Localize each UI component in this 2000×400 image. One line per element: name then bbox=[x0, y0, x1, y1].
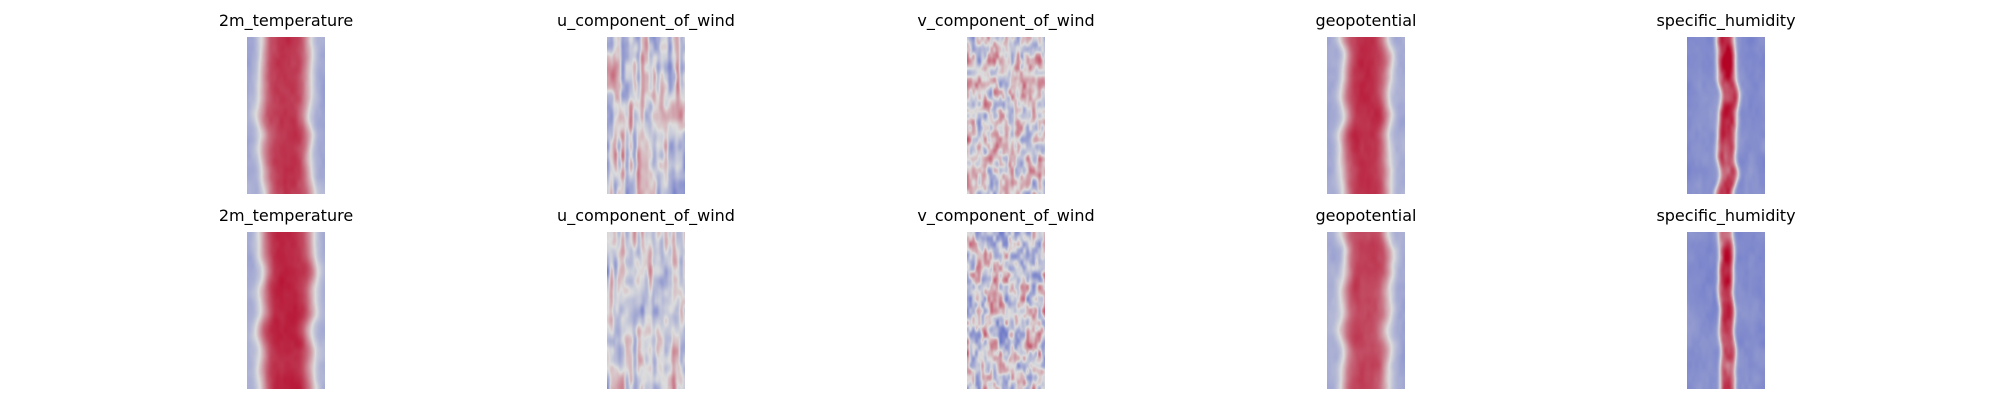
heatmap-panel bbox=[607, 232, 685, 389]
heatmap-image bbox=[1687, 232, 1765, 389]
heatmap-panel bbox=[967, 37, 1045, 194]
panel-title: v_component_of_wind bbox=[917, 206, 1095, 225]
panel-title: v_component_of_wind bbox=[917, 11, 1095, 30]
panel-title: geopotential bbox=[1315, 11, 1417, 30]
panel-title: specific_humidity bbox=[1656, 11, 1796, 30]
heatmap-panel bbox=[1327, 232, 1405, 389]
panel-title: 2m_temperature bbox=[218, 206, 354, 225]
heatmap-panel bbox=[1687, 37, 1765, 194]
panel-title: geopotential bbox=[1315, 206, 1417, 225]
heatmap-image bbox=[1327, 232, 1405, 389]
panel-title: u_component_of_wind bbox=[557, 206, 735, 225]
heatmap-panel bbox=[1687, 232, 1765, 389]
heatmap-image bbox=[607, 232, 685, 389]
heatmap-image bbox=[247, 232, 325, 389]
heatmap-image bbox=[247, 37, 325, 194]
heatmap-panel bbox=[247, 37, 325, 194]
panel-title: u_component_of_wind bbox=[557, 11, 735, 30]
heatmap-image bbox=[967, 232, 1045, 389]
panel-title: specific_humidity bbox=[1656, 206, 1796, 225]
heatmap-image bbox=[607, 37, 685, 194]
panel-title: 2m_temperature bbox=[218, 11, 354, 30]
heatmap-image bbox=[1327, 37, 1405, 194]
heatmap-panel bbox=[967, 232, 1045, 389]
heatmap-image bbox=[1687, 37, 1765, 194]
heatmap-panel bbox=[1327, 37, 1405, 194]
heatmap-panel bbox=[247, 232, 325, 389]
heatmap-image bbox=[967, 37, 1045, 194]
heatmap-panel bbox=[607, 37, 685, 194]
